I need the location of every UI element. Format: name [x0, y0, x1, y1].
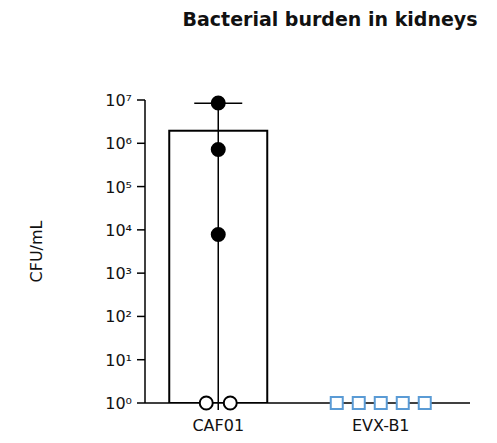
x-tick	[218, 403, 220, 410]
y-tick	[137, 402, 145, 404]
y-tick-label: 10⁰	[105, 394, 132, 413]
title: Bacterial burden in kidneys	[182, 8, 477, 30]
point	[419, 397, 431, 409]
y-axis	[144, 100, 146, 403]
y-tick	[137, 186, 145, 188]
x-tick-label: EVX-B1	[352, 416, 410, 435]
y-tick	[137, 229, 145, 231]
point	[212, 143, 225, 156]
point	[375, 397, 387, 409]
point	[224, 397, 237, 410]
point	[353, 397, 365, 409]
y-tick	[137, 143, 145, 145]
point	[331, 397, 343, 409]
y-tick	[137, 316, 145, 318]
y-tick	[137, 359, 145, 361]
error-bar	[194, 103, 242, 403]
y-tick-label: 10⁵	[105, 178, 132, 197]
y-tick	[137, 272, 145, 274]
y-tick-label: 10⁴	[105, 221, 132, 240]
point	[200, 397, 213, 410]
bars	[169, 103, 267, 403]
point	[397, 397, 409, 409]
y-tick	[137, 99, 145, 101]
points	[200, 97, 431, 410]
point	[212, 97, 225, 110]
point	[212, 228, 225, 241]
y-axis-label: CFU/mL	[27, 220, 46, 282]
y-tick-label: 10⁷	[105, 91, 132, 110]
chart: Bacterial burden in kidneys CFU/mL 10⁰ 10¹ 1…	[0, 0, 497, 443]
y-tick-label: 10¹	[105, 351, 132, 370]
y-tick-label: 10²	[105, 307, 132, 326]
y-tick-label: 10³	[105, 264, 132, 283]
x-tick-label: CAF01	[192, 416, 244, 435]
y-tick-label: 10⁶	[105, 134, 132, 153]
